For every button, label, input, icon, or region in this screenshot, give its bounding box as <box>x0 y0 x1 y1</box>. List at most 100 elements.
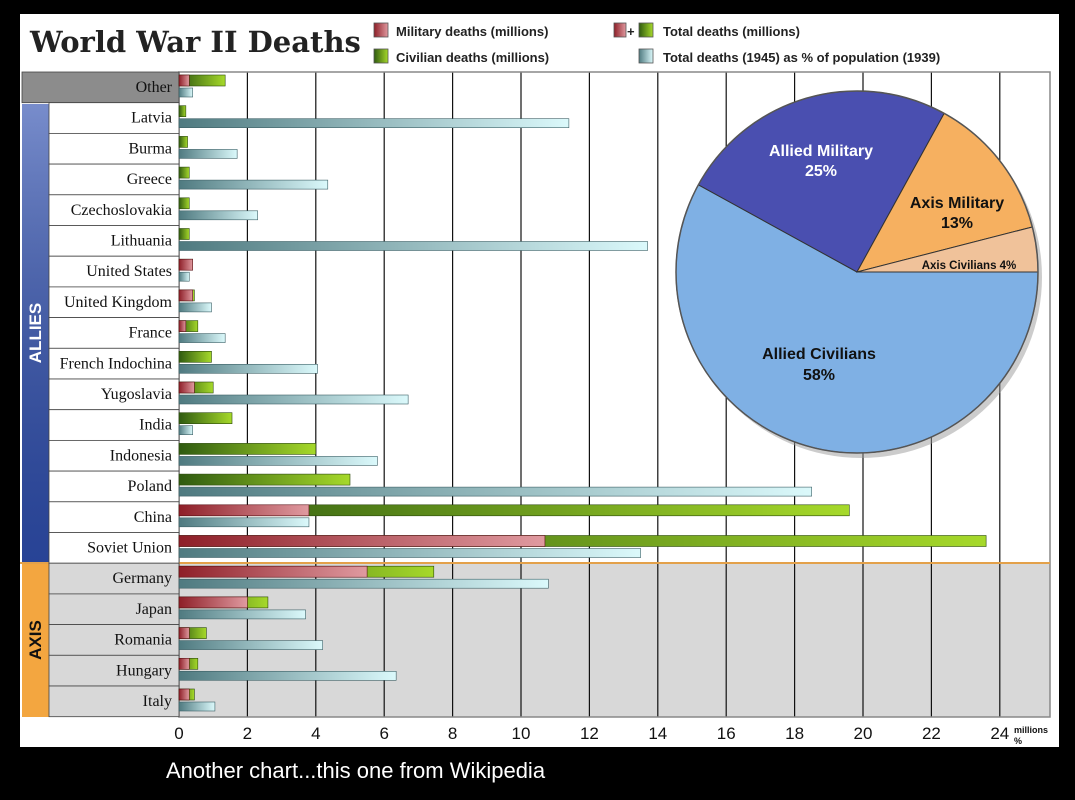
category-label: Poland <box>128 478 172 495</box>
bar-military-deaths <box>178 258 193 271</box>
pie-pct-axis-military: 13% <box>941 215 973 232</box>
bar-total-deaths <box>178 136 188 148</box>
category-label-box <box>48 347 180 380</box>
category-label: Soviet Union <box>87 540 172 557</box>
legend-label-military: Military deaths (millions) <box>396 24 548 39</box>
legend-swatch-military <box>373 22 389 38</box>
axis-band <box>22 564 49 717</box>
bar-percent-population <box>178 486 813 497</box>
legend-swatch-total-civilian <box>638 22 654 38</box>
category-label: Other <box>136 79 173 96</box>
x-unit-label: millions <box>1014 725 1048 735</box>
x-unit-percent: % <box>1014 736 1022 746</box>
pie-label-axis-military: Axis Military <box>910 195 1004 212</box>
category-label-box <box>48 194 180 226</box>
category-label: Burma <box>128 140 172 157</box>
pie-labels: Allied Military 25% Axis Military 13% Ax… <box>762 143 1016 384</box>
legend-swatch-civilian <box>373 48 389 64</box>
category-label-box <box>48 163 180 196</box>
bar-military-deaths <box>178 504 310 517</box>
x-tick-label: 18 <box>785 724 804 743</box>
category-label-box <box>48 132 180 165</box>
category-label-box <box>48 225 180 257</box>
bar-percent-population <box>178 363 318 374</box>
bar-percent-population <box>178 640 323 650</box>
bar-percent-population <box>178 118 570 128</box>
bar-total-deaths <box>178 197 190 210</box>
bar-percent-population <box>178 271 190 282</box>
bar-percent-population <box>178 609 306 620</box>
bar-total-deaths <box>178 228 190 240</box>
category-label-box <box>48 378 180 411</box>
legend-swatch-total-military <box>613 22 627 38</box>
bar-total-deaths <box>178 412 233 425</box>
bar-percent-population <box>178 701 216 712</box>
category-label: Yugoslavia <box>101 386 172 403</box>
bar-percent-population <box>178 333 226 343</box>
x-tick-label: 20 <box>854 724 873 743</box>
category-label: Germany <box>112 570 172 587</box>
bar-military-deaths <box>178 74 190 87</box>
x-tick-label: 10 <box>512 724 531 743</box>
bar-total-deaths <box>178 473 351 486</box>
pie-pct-allied-military: 25% <box>805 163 837 180</box>
category-label: Hungary <box>116 662 172 679</box>
bar-military-deaths <box>178 657 190 670</box>
x-tick-label: 14 <box>648 724 667 743</box>
category-label-box <box>48 409 180 441</box>
bar-percent-population <box>178 670 397 681</box>
legend-label-civilian: Civilian deaths (millions) <box>396 50 549 65</box>
bar-total-deaths <box>178 443 317 455</box>
bar-percent-population <box>178 149 238 159</box>
category-label-box <box>48 562 180 595</box>
bar-percent-population <box>178 179 329 190</box>
category-label: Italy <box>143 693 172 710</box>
bar-percent-population <box>178 87 193 98</box>
category-label: France <box>128 325 172 342</box>
category-labels: Other Latvia Burma Greece Czechoslovakia Lith… <box>21 71 180 718</box>
allies-label: ALLIES <box>26 303 45 363</box>
category-label: United Kingdom <box>64 294 173 311</box>
chart-title: World War II Deaths <box>29 25 361 59</box>
category-label-box <box>48 624 180 656</box>
x-tick-label: 4 <box>311 724 320 743</box>
bar-military-deaths <box>178 535 546 547</box>
bar-percent-population <box>178 578 549 589</box>
bars <box>178 74 987 712</box>
category-label: Romania <box>114 632 172 649</box>
bar-total-deaths <box>178 350 212 363</box>
bar-total-deaths <box>178 105 187 117</box>
pie-label-allied-military: Allied Military <box>769 143 873 160</box>
bar-percent-population <box>178 425 193 436</box>
x-tick-label: 22 <box>922 724 941 743</box>
bar-military-deaths <box>178 289 193 302</box>
category-label-box <box>48 593 180 626</box>
category-label: Latvia <box>131 110 172 127</box>
legend: Military deaths (millions) Civilian deat… <box>373 22 940 65</box>
category-label: Greece <box>127 171 172 188</box>
category-label-box <box>48 102 180 134</box>
category-label: Japan <box>136 601 172 618</box>
category-label-box <box>48 255 180 288</box>
x-ticks: 0 2 4 6 8 10 12 14 16 18 20 22 24 <box>174 724 1009 743</box>
x-tick-label: 2 <box>243 724 252 743</box>
legend-plus-sign: + <box>627 24 635 39</box>
legend-swatch-percent <box>638 48 654 64</box>
bar-military-deaths <box>178 688 190 701</box>
bar-percent-population <box>178 241 648 251</box>
category-label: India <box>139 417 172 434</box>
bar-percent-population <box>178 394 409 405</box>
x-tick-label: 16 <box>717 724 736 743</box>
bar-military-deaths <box>178 320 187 332</box>
bar-percent-population <box>178 548 642 558</box>
x-tick-label: 8 <box>448 724 457 743</box>
category-label: Czechoslovakia <box>71 202 172 219</box>
category-label-box <box>48 439 180 472</box>
legend-label-total: Total deaths (millions) <box>663 24 800 39</box>
category-label: China <box>134 509 172 526</box>
pie-outline <box>675 90 1039 454</box>
category-label-box <box>48 685 180 718</box>
category-label: Indonesia <box>110 447 172 464</box>
category-label-box <box>21 71 180 104</box>
